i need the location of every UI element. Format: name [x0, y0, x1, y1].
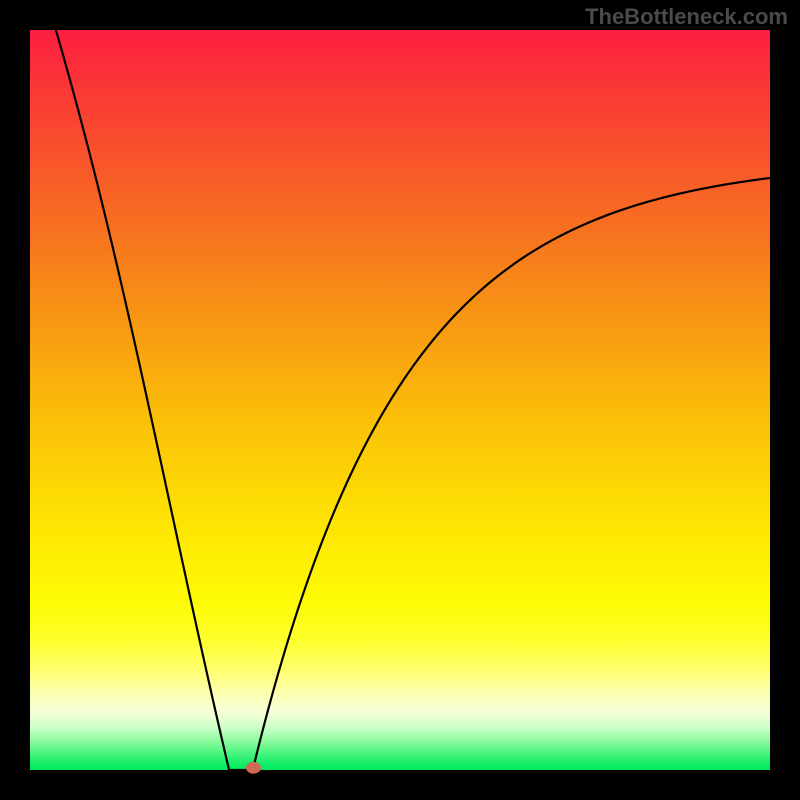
chart-stage: TheBottleneck.com	[0, 0, 800, 800]
bottleneck-chart-svg	[0, 0, 800, 800]
attribution-text: TheBottleneck.com	[585, 4, 788, 30]
optimal-point-marker	[246, 762, 261, 774]
